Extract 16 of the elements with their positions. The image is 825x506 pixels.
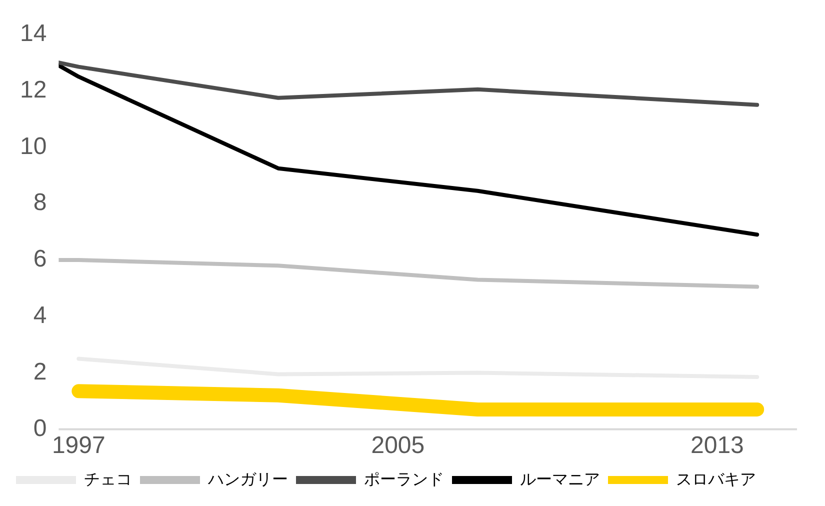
y-tick-label: 6	[33, 246, 47, 273]
y-tick-label: 14	[20, 20, 47, 48]
legend-label: ハンガリー	[207, 471, 288, 488]
y-tick-label: 12	[20, 76, 47, 104]
legend-label: スロバキア	[676, 471, 756, 488]
y-tick-label: 2	[33, 358, 47, 386]
y-tick-label: 4	[33, 302, 47, 330]
y-tick-label: 10	[20, 132, 47, 160]
x-tick-label: 1997	[52, 432, 106, 460]
legend-label: ポーランド	[364, 471, 444, 488]
x-tick-label: 2005	[371, 432, 425, 460]
x-tick-label: 2013	[690, 432, 744, 460]
y-tick-label: 0	[33, 414, 47, 442]
y-tick-label: 8	[33, 189, 47, 216]
legend-label: チェコ	[84, 471, 132, 488]
legend-label: ルーマニア	[520, 471, 600, 488]
